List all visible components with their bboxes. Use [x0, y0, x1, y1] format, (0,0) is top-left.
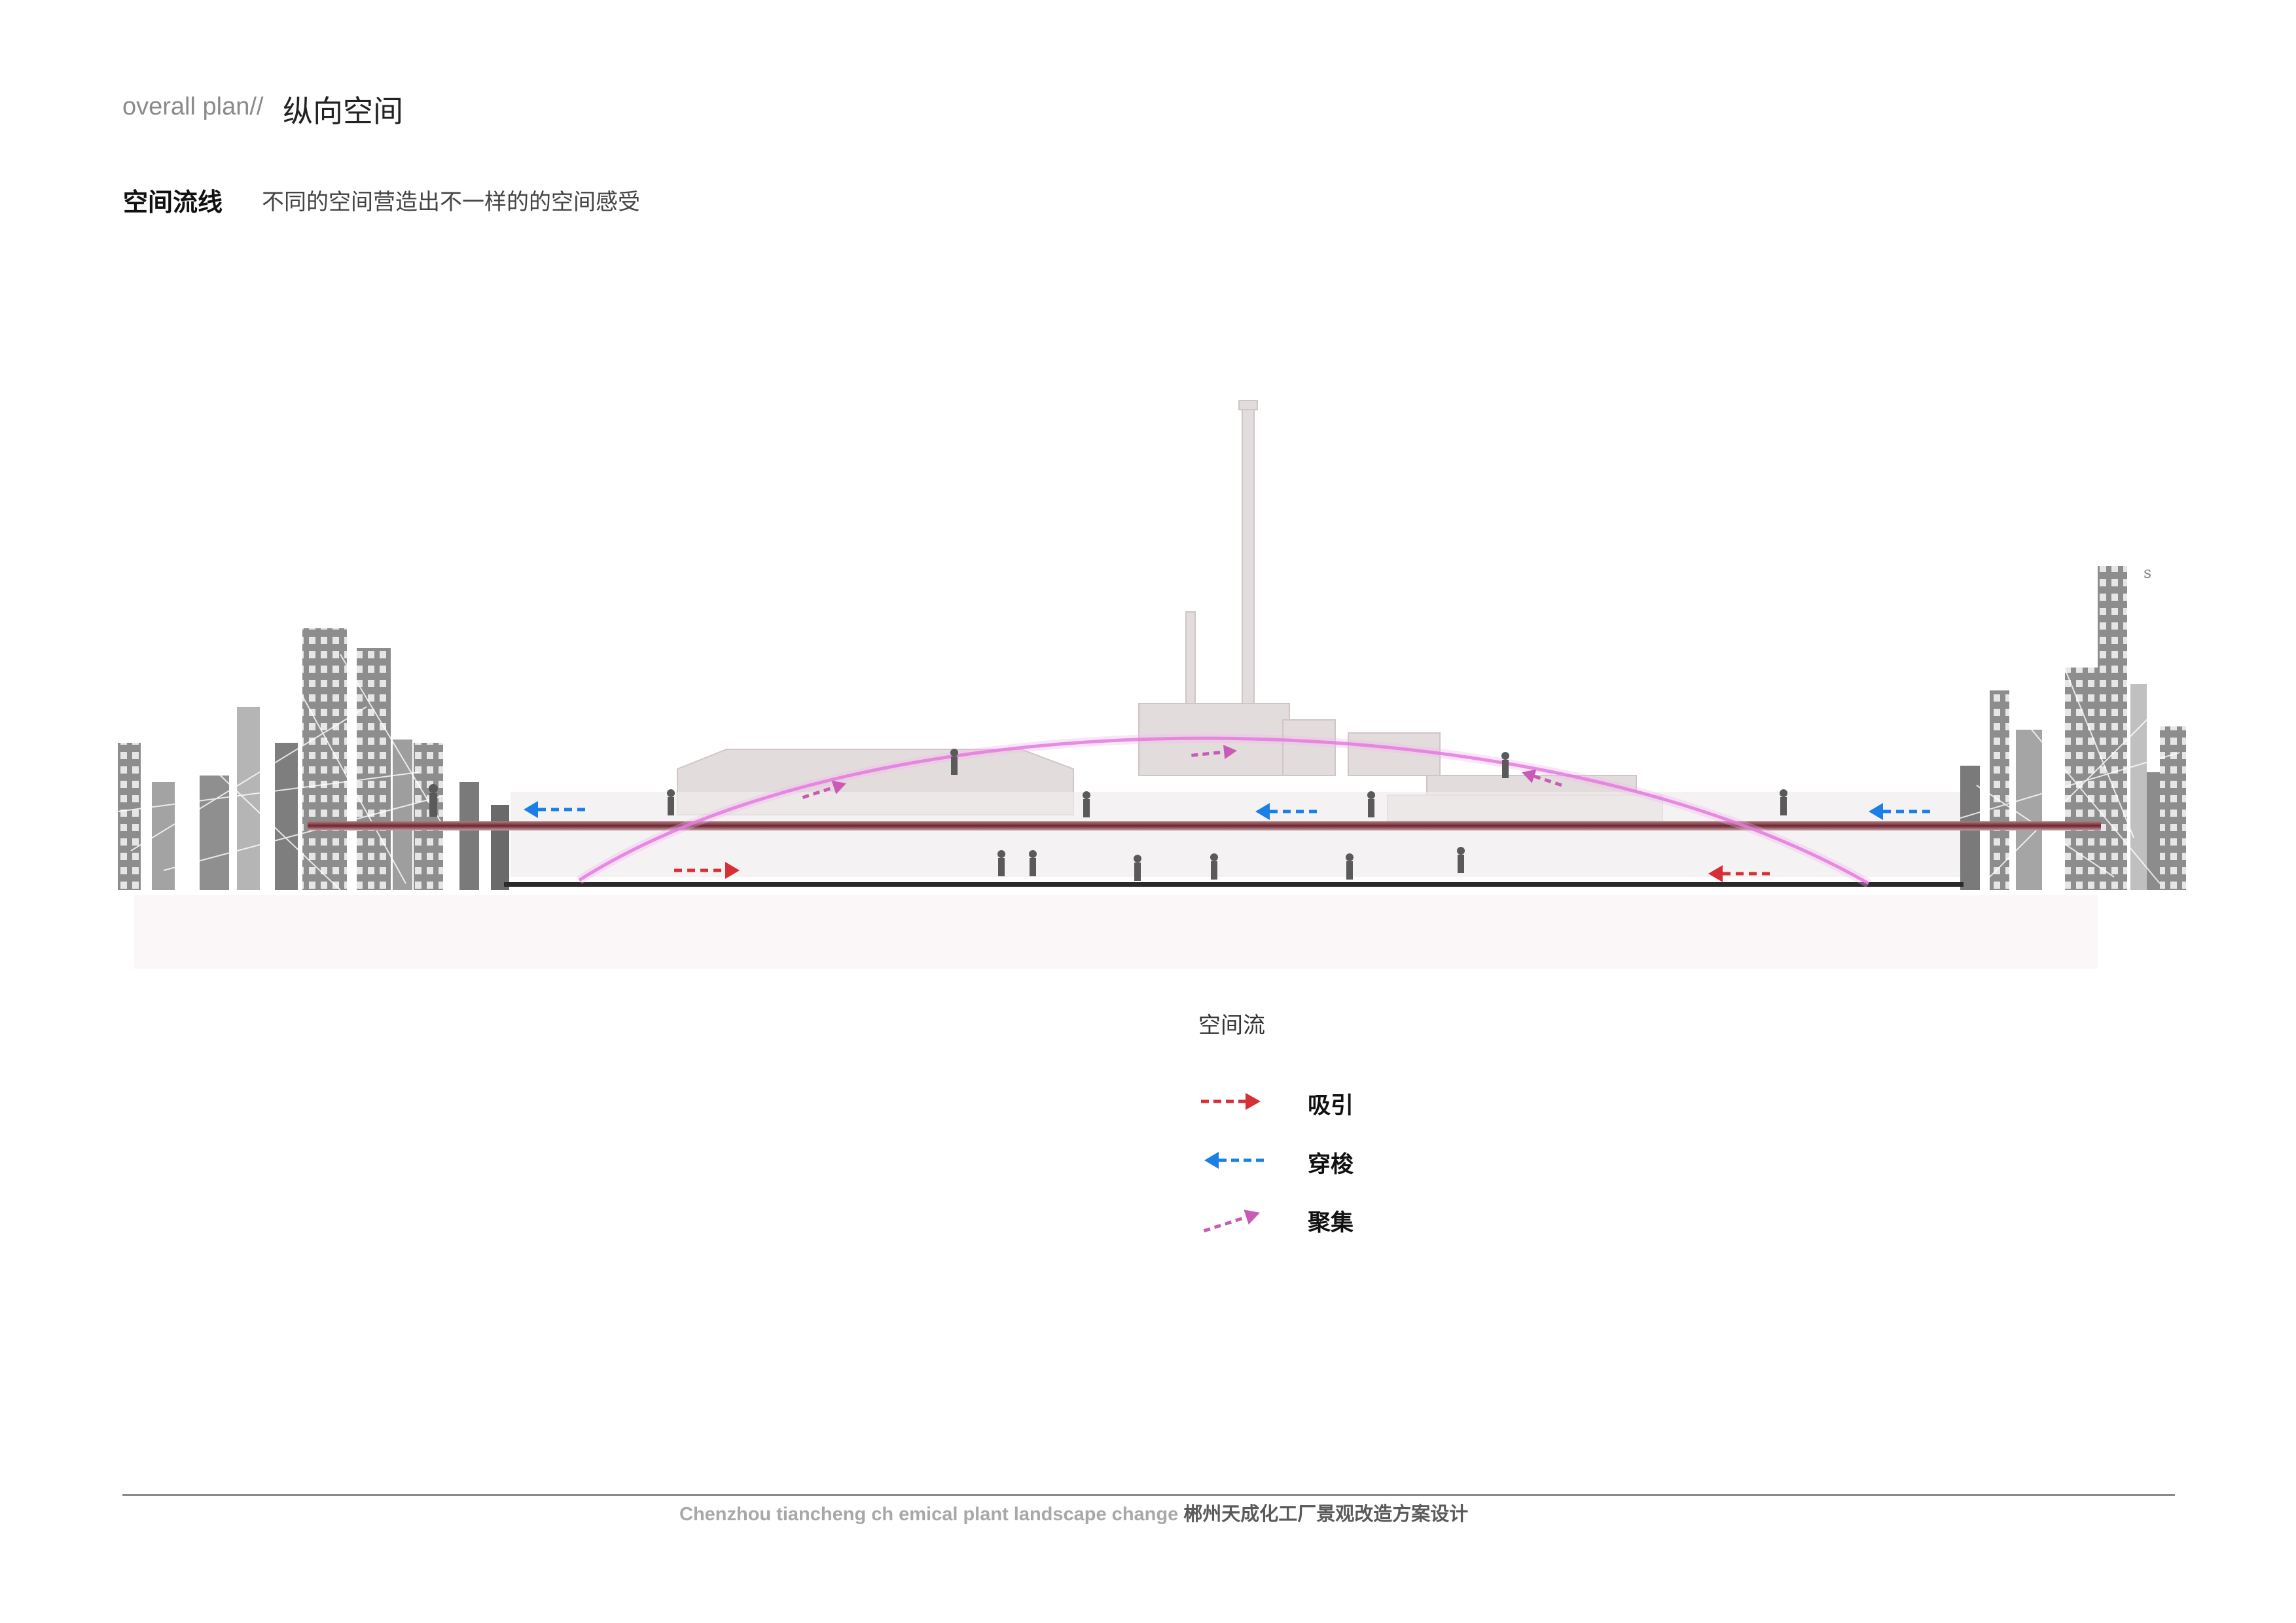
section-subtitle: 不同的空间营造出不一样的的空间感受 [262, 189, 640, 215]
legend-label-gather: 聚集 [1308, 1210, 1354, 1236]
city-buildings-left [117, 628, 509, 891]
upper-deck [308, 821, 2101, 830]
legend-icon-attract [1201, 1093, 1261, 1110]
page-title: 纵向空间 [283, 94, 403, 129]
legend-label-shuttle: 穿梭 [1308, 1152, 1354, 1178]
gather-flow-arc [578, 736, 1870, 885]
shuttle-arrows [524, 801, 1934, 820]
factory-silhouette [677, 400, 1663, 822]
footer-caption: Chenzhou tiancheng ch emical plant lands… [679, 1499, 1468, 1526]
legend-title: 空间流 [1198, 1012, 1265, 1039]
attract-arrows [674, 862, 1774, 882]
gather-arrows [802, 745, 1566, 800]
section-title: 空间流线 [123, 188, 223, 217]
legend-label-attract: 吸引 [1308, 1093, 1354, 1119]
legend-icon-shuttle [1204, 1152, 1266, 1169]
people-figures [429, 749, 1787, 881]
footer-text-en: Chenzhou tiancheng ch emical plant lands… [679, 1504, 1179, 1525]
legend-icon-gather [1203, 1209, 1260, 1233]
footer-text-cn: 郴州天成化工厂景观改造方案设计 [1183, 1503, 1469, 1525]
header-prefix: overall plan// [122, 93, 264, 120]
city-buildings-right [1960, 566, 2186, 890]
footer-divider [122, 1494, 2175, 1496]
ground-line [504, 882, 1964, 887]
section-marker: s [2144, 563, 2151, 582]
ground-shadow [134, 895, 2098, 969]
